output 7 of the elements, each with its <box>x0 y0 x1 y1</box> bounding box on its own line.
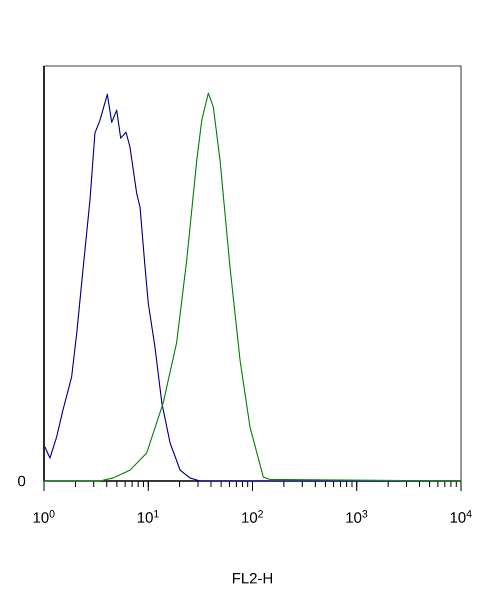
x-tick-label: 10$^{4}$ <box>450 510 472 523</box>
x-tick-label: 10$^{2}$ <box>242 510 263 523</box>
x-tick-label: 10$^{3}$ <box>346 510 368 523</box>
x-axis-title: FL2-H <box>232 572 272 584</box>
x-tick-label: 10$^{1}$ <box>138 510 158 523</box>
text: 0 <box>18 476 25 486</box>
x-tick-label: 10$^{0}$ <box>33 510 54 523</box>
